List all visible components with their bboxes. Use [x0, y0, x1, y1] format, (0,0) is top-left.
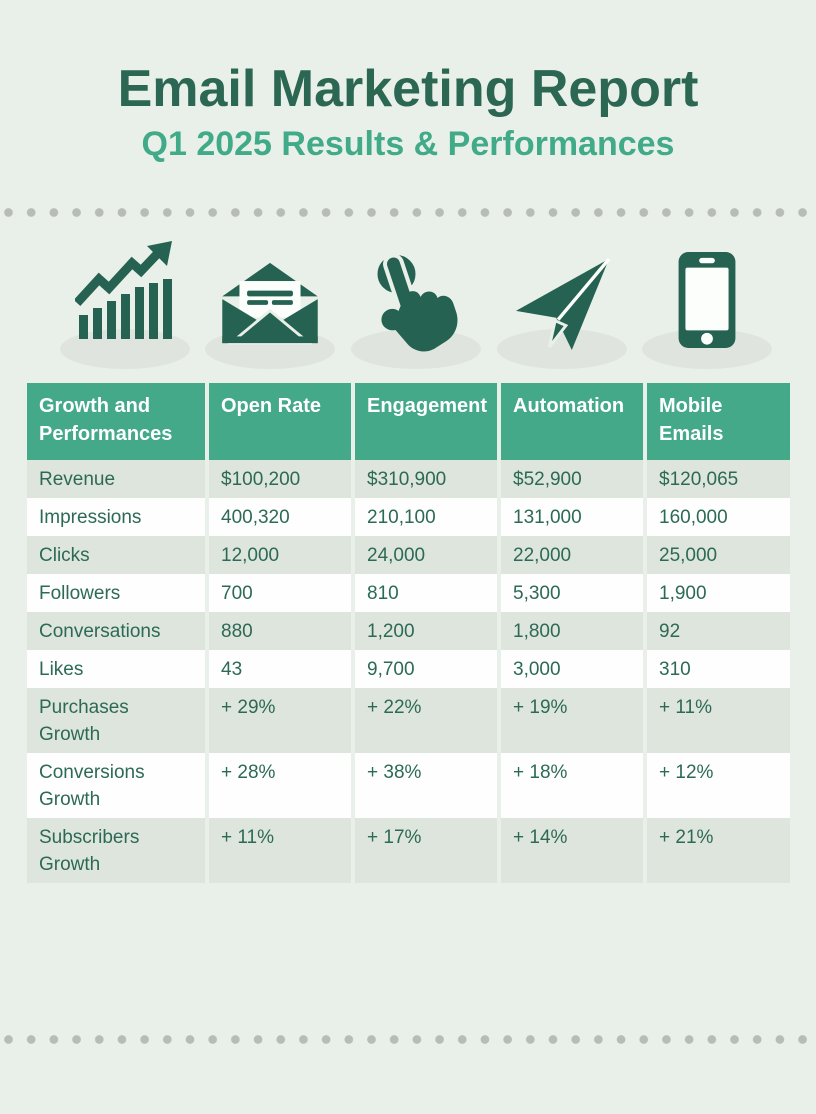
cell: 400,320 [209, 498, 355, 537]
cell: 1,200 [355, 612, 501, 651]
row-label: Clicks [27, 536, 209, 575]
table-row: Followers 700 810 5,300 1,900 [27, 574, 790, 613]
cell: 700 [209, 574, 355, 613]
column-header-open-rate: Open Rate [209, 383, 355, 461]
column-header-mobile-emails: Mobile Emails [647, 383, 790, 461]
growth-chart-glyph [74, 241, 172, 340]
cell: 12,000 [209, 536, 355, 575]
metrics-table: Growth and Performances Open Rate Engage… [27, 383, 790, 884]
table-row: Purchases Growth + 29% + 22% + 19% + 11% [27, 688, 790, 754]
tap-gesture-glyph [377, 253, 458, 352]
table-row: Impressions 400,320 210,100 131,000 160,… [27, 498, 790, 537]
cell: + 29% [209, 688, 355, 754]
mobile-phone-icon [634, 252, 780, 370]
cell: 210,100 [355, 498, 501, 537]
row-label: Followers [27, 574, 209, 613]
report-page: Email Marketing Report Q1 2025 Results &… [0, 58, 816, 1114]
row-label: Subscribers Growth [27, 818, 209, 884]
table-row: Revenue $100,200 $310,900 $52,900 $120,0… [27, 460, 790, 499]
icon-shadow [496, 329, 627, 370]
cell: + 11% [209, 818, 355, 884]
cell: + 18% [501, 753, 647, 819]
cell: $310,900 [355, 460, 501, 499]
cell: 24,000 [355, 536, 501, 575]
page-title: Email Marketing Report [117, 60, 699, 118]
cell: 9,700 [355, 650, 501, 689]
cell: 3,000 [501, 650, 647, 689]
cell: 131,000 [501, 498, 647, 537]
cell: 810 [355, 574, 501, 613]
row-label: Purchases Growth [27, 688, 209, 754]
cell: + 14% [501, 818, 647, 884]
cell: + 38% [355, 753, 501, 819]
cell: + 11% [647, 688, 790, 754]
cell: 880 [209, 612, 355, 651]
table-row: Clicks 12,000 24,000 22,000 25,000 [27, 536, 790, 575]
cell: + 17% [355, 818, 501, 884]
row-label: Conversations [27, 612, 209, 651]
paper-plane-icon [489, 258, 635, 370]
table-header-row: Growth and Performances Open Rate Engage… [27, 383, 790, 461]
cell: + 19% [501, 688, 647, 754]
cell: 25,000 [647, 536, 790, 575]
tap-gesture-icon [343, 253, 489, 370]
open-email-glyph [222, 263, 319, 345]
cell: 160,000 [647, 498, 790, 537]
column-header-automation: Automation [501, 383, 647, 461]
cell: 5,300 [501, 574, 647, 613]
cell: 1,800 [501, 612, 647, 651]
dotted-divider-top [0, 208, 816, 218]
cell: 92 [647, 612, 790, 651]
cell: $120,065 [647, 460, 790, 499]
cell: + 21% [647, 818, 790, 884]
table-row: Subscribers Growth + 11% + 17% + 14% + 2… [27, 818, 790, 884]
cell: $100,200 [209, 460, 355, 499]
cell: + 12% [647, 753, 790, 819]
column-header-engagement: Engagement [355, 383, 501, 461]
paper-plane-glyph [515, 258, 610, 351]
cell: 310 [647, 650, 790, 689]
page-subtitle: Q1 2025 Results & Performances [141, 125, 675, 164]
row-label: Impressions [27, 498, 209, 537]
cell: 43 [209, 650, 355, 689]
row-label: Conversions Growth [27, 753, 209, 819]
table-row: Conversations 880 1,200 1,800 92 [27, 612, 790, 651]
open-email-icon [198, 259, 344, 370]
row-label: Revenue [27, 460, 209, 499]
icons-row [52, 241, 780, 370]
mobile-phone-glyph [678, 252, 736, 349]
table-row: Likes 43 9,700 3,000 310 [27, 650, 790, 689]
table-row: Conversions Growth + 28% + 38% + 18% + 1… [27, 753, 790, 819]
row-label: Likes [27, 650, 209, 689]
cell: 22,000 [501, 536, 647, 575]
cell: 1,900 [647, 574, 790, 613]
growth-chart-icon [52, 241, 198, 370]
cell: + 22% [355, 688, 501, 754]
dotted-divider-bottom [0, 1035, 816, 1044]
column-header-growth: Growth and Performances [27, 383, 209, 461]
cell: + 28% [209, 753, 355, 819]
cell: $52,900 [501, 460, 647, 499]
